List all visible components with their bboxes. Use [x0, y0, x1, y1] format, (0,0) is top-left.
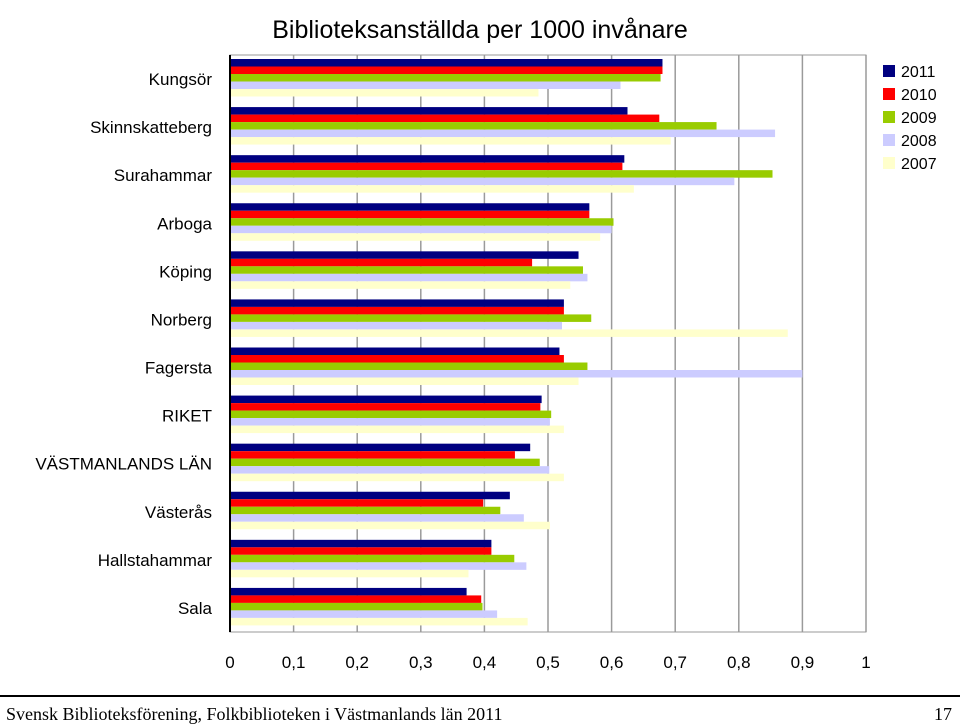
legend-label: 2007 [901, 156, 937, 173]
x-tick-label: 0,7 [663, 653, 687, 672]
bar-2010 [230, 451, 515, 459]
legend-swatch [883, 134, 895, 146]
bar-2009 [230, 122, 717, 130]
x-tick-label: 0,6 [600, 653, 624, 672]
category-label: Arboga [157, 214, 212, 233]
x-tick-label: 0,4 [473, 653, 497, 672]
bar-2008 [230, 321, 562, 330]
legend-swatch [883, 157, 895, 169]
bar-2011 [230, 539, 492, 548]
category-label: Sala [178, 599, 213, 618]
bar-2009 [230, 410, 552, 419]
x-tick-label: 0 [225, 653, 234, 672]
bar-2011 [230, 203, 590, 211]
bar-2010 [230, 162, 623, 171]
bar-2007 [230, 377, 579, 385]
legend-label: 2010 [901, 87, 937, 104]
bar-2008 [230, 81, 621, 89]
bar-2010 [230, 114, 660, 123]
bar-2008 [230, 562, 527, 570]
bar-2009 [230, 314, 592, 322]
x-tick-label: 1 [861, 653, 870, 672]
legend-label: 2011 [901, 64, 936, 81]
bar-2007 [230, 473, 564, 482]
x-tick-label: 0,5 [536, 653, 560, 672]
legend-swatch [883, 111, 895, 123]
bar-2011 [230, 155, 625, 163]
footer-source: Svensk Biblioteksförening, Folkbibliotek… [6, 704, 503, 724]
bar-2007 [230, 185, 634, 193]
bar-2009 [230, 170, 773, 178]
x-tick-label: 0,2 [345, 653, 369, 672]
bar-2008 [230, 370, 803, 378]
legend-label: 2008 [901, 133, 937, 150]
bar-2009 [230, 218, 614, 226]
bar-2009 [230, 458, 540, 467]
bar-2010 [230, 66, 663, 74]
chart-title: Biblioteksanställda per 1000 invånare [272, 16, 688, 44]
chart: Kungsör Skinnskatteberg Surahammar Arboga Kö… [35, 16, 937, 672]
bar-2010 [230, 547, 492, 555]
bar-2011 [230, 107, 628, 115]
bar-2011 [230, 443, 531, 452]
bar-2007 [230, 425, 564, 434]
bar-2007 [230, 281, 571, 289]
category-label: Köping [159, 262, 212, 281]
bar-2008 [230, 129, 776, 138]
category-label: Kungsör [149, 70, 213, 89]
bar-2008 [230, 177, 735, 186]
bar-2007 [230, 521, 550, 530]
bar-2010 [230, 210, 590, 219]
bar-2008 [230, 610, 498, 618]
bar-2008 [230, 225, 612, 234]
bar-2010 [230, 499, 484, 507]
bar-2011 [230, 347, 560, 355]
bar-2010 [230, 403, 541, 411]
bar-2007 [230, 617, 528, 626]
bar-2011 [230, 251, 579, 259]
category-label: VÄSTMANLANDS LÄN [35, 455, 212, 474]
legend-swatch [883, 88, 895, 100]
category-label: Hallstahammar [98, 551, 213, 570]
bar-2009 [230, 554, 515, 563]
bar-2008 [230, 466, 550, 474]
category-label: Norberg [151, 310, 212, 329]
footer: Svensk Biblioteksförening, Folkbibliotek… [0, 695, 960, 725]
bar-2010 [230, 595, 482, 603]
bar-2010 [230, 258, 533, 267]
x-tick-label: 0,3 [409, 653, 433, 672]
page-number: 17 [934, 704, 952, 724]
x-tick-label: 0,9 [791, 653, 815, 672]
category-label: Fagersta [145, 359, 213, 378]
bar-2008 [230, 273, 588, 282]
bar-2009 [230, 266, 583, 274]
category-label: Skinnskatteberg [90, 118, 212, 137]
bar-2009 [230, 74, 661, 82]
bar-2010 [230, 306, 564, 315]
category-label: RIKET [162, 407, 212, 426]
legend-swatch [883, 65, 895, 77]
bar-2011 [230, 491, 510, 500]
bar-2008 [230, 514, 524, 522]
bar-2009 [230, 362, 588, 370]
category-label: Västerås [145, 503, 212, 522]
x-tick-label: 0,1 [282, 653, 306, 672]
bar-2007 [230, 89, 539, 97]
bar-2008 [230, 418, 550, 426]
category-label: Surahammar [114, 166, 213, 185]
bar-2011 [230, 395, 542, 404]
bar-2009 [230, 602, 483, 611]
bar-2007 [230, 137, 671, 145]
bar-2011 [230, 299, 564, 307]
bar-2007 [230, 329, 788, 337]
x-tick-label: 0,8 [727, 653, 751, 672]
legend-label: 2009 [901, 110, 937, 127]
bar-2011 [230, 59, 663, 67]
bar-2009 [230, 506, 501, 515]
bar-2007 [230, 233, 601, 241]
bar-2007 [230, 569, 469, 578]
bar-2010 [230, 355, 564, 363]
bar-2011 [230, 587, 467, 596]
